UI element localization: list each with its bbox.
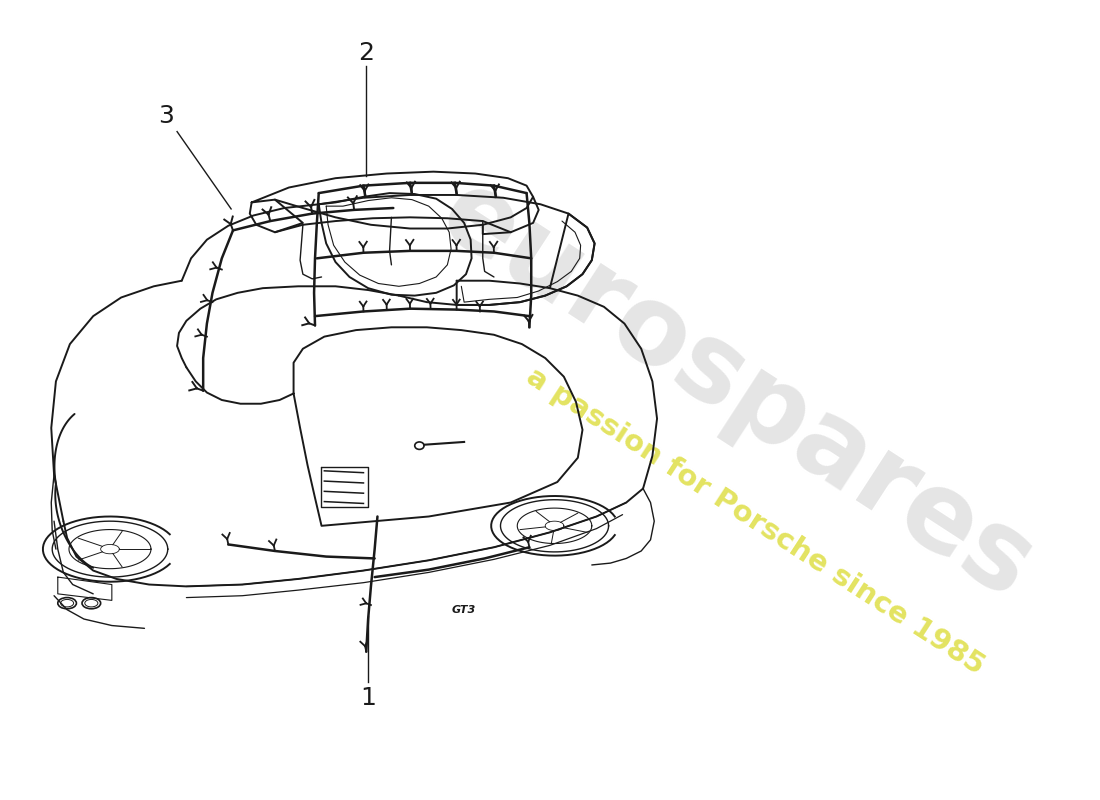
Text: 3: 3 (158, 104, 174, 128)
Text: eurospares: eurospares (420, 159, 1053, 622)
Text: 2: 2 (359, 42, 374, 66)
Text: 1: 1 (360, 686, 376, 710)
Text: a passion for Porsche since 1985: a passion for Porsche since 1985 (520, 362, 989, 680)
Text: GT3: GT3 (452, 605, 476, 614)
